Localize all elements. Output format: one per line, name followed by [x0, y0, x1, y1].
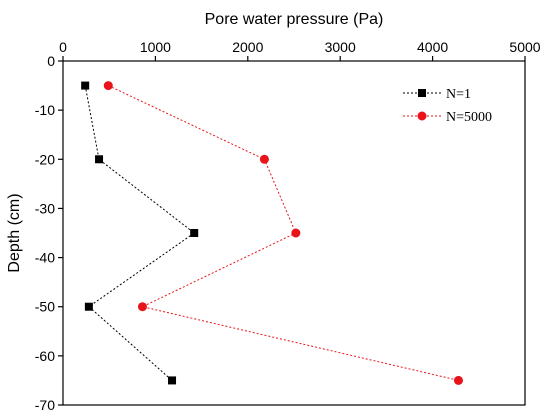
series-0-line [84, 85, 196, 381]
axis-ticks: 0 1000 2000 3000 4000 5000 0 -10 -20 -30 -40 -50 -60… [35, 39, 541, 413]
y-axis-label: Depth (cm) [6, 193, 23, 272]
legend-label-1: N=5000 [446, 110, 492, 125]
y-tick-label-1: -10 [35, 102, 55, 118]
series-1-point-2 [291, 228, 301, 238]
x-tick-label-5: 5000 [509, 39, 540, 55]
series-0-point-2 [190, 229, 199, 237]
series-0-point-4 [168, 376, 177, 385]
series-1-point-3 [137, 302, 147, 312]
x-tick-label-3: 3000 [325, 39, 356, 55]
y-tick-label-7: -70 [35, 397, 55, 413]
x-tick-label-2: 2000 [232, 39, 263, 55]
legend-marker-0 [418, 89, 426, 97]
y-tick-label-0: 0 [47, 53, 55, 69]
series-0-point-1 [95, 155, 104, 164]
legend-label-0: N=1 [446, 87, 471, 102]
series-1 [103, 81, 463, 385]
y-tick-label-6: -60 [35, 348, 55, 364]
series-1-point-1 [259, 154, 269, 164]
x-tick-label-1: 1000 [140, 39, 171, 55]
y-tick-label-4: -40 [35, 250, 55, 266]
y-tick-label-2: -20 [35, 151, 55, 167]
x-axis-label: Pore water pressure (Pa) [205, 11, 384, 28]
series-0 [81, 81, 199, 385]
plot-frame [62, 60, 526, 406]
legend-marker-1 [417, 111, 427, 121]
series-0-point-0 [81, 81, 90, 90]
series-1-point-0 [103, 81, 113, 91]
legend: N=1 N=5000 [403, 87, 492, 125]
series-1-line [108, 85, 459, 381]
series-1-point-4 [453, 375, 463, 385]
x-tick-label-4: 4000 [417, 39, 448, 55]
x-tick-label-0: 0 [59, 39, 67, 55]
series-0-point-3 [84, 302, 93, 311]
y-tick-label-5: -50 [35, 299, 55, 315]
series-layer [81, 81, 463, 385]
y-tick-label-3: -30 [35, 200, 55, 216]
